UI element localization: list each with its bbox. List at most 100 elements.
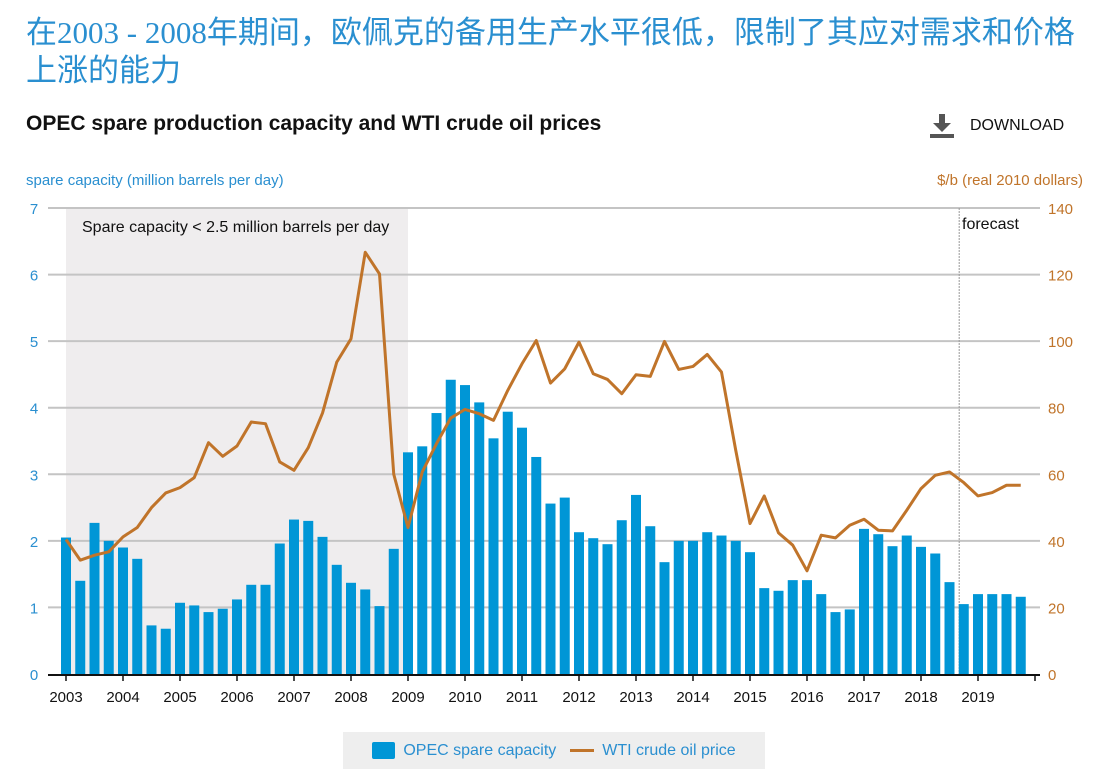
bar-spare-capacity [374, 606, 385, 674]
forecast-label: forecast [962, 216, 1019, 233]
bar-spare-capacity [118, 547, 128, 674]
x-tick-label: 2014 [676, 689, 709, 706]
bar-spare-capacity [331, 564, 342, 674]
x-tick-label: 2013 [619, 689, 652, 706]
bar-spare-capacity [958, 604, 969, 674]
bar-spare-capacity [445, 379, 456, 674]
bar-spare-capacity [616, 520, 627, 674]
bar-spare-capacity [759, 588, 770, 674]
bar-spare-capacity [930, 553, 941, 674]
bar-spare-capacity [160, 628, 171, 674]
right-tick-label: 120 [1048, 268, 1073, 285]
bar-spare-capacity [203, 612, 214, 674]
bar-spare-capacity [716, 535, 727, 674]
left-tick-label: 6 [30, 268, 38, 285]
bar-spare-capacity [189, 605, 200, 674]
bar-spare-capacity [1015, 596, 1026, 674]
bar-spare-capacity [916, 546, 926, 674]
bar-spare-capacity [559, 497, 570, 674]
bar-spare-capacity [132, 558, 143, 674]
bar-spare-capacity [217, 608, 228, 674]
x-tick-label: 2018 [904, 689, 937, 706]
bar-spare-capacity [61, 537, 71, 674]
right-tick-label: 80 [1048, 401, 1065, 418]
bar-spare-capacity [260, 584, 271, 674]
bar-spare-capacity [745, 552, 755, 674]
x-tick-label: 2010 [448, 689, 481, 706]
bar-spare-capacity [987, 594, 998, 674]
bar-spare-capacity [659, 562, 670, 674]
bar-spare-capacity [303, 520, 314, 674]
bar-spare-capacity [673, 540, 684, 674]
bar-spare-capacity [901, 535, 912, 674]
bar-spare-capacity [289, 519, 299, 674]
bar-spare-capacity [360, 589, 371, 674]
bar-spare-capacity [274, 543, 285, 674]
bar-spare-capacity [787, 580, 798, 674]
bar-spare-capacity [844, 609, 855, 674]
left-tick-label: 4 [30, 401, 38, 418]
x-tick-label: 2003 [49, 689, 82, 706]
bar-spare-capacity [688, 540, 698, 674]
left-tick-label: 1 [30, 600, 38, 617]
legend-swatch-line [570, 749, 595, 752]
chart-title: OPEC spare production capacity and WTI c… [26, 112, 602, 135]
bar-spare-capacity [431, 413, 442, 674]
bar-spare-capacity [887, 546, 898, 674]
headline: 在2003 - 2008年期间，欧佩克的备用生产水平很低，限制了其应对需求和价格… [26, 15, 1075, 88]
legend-swatch-bar [372, 742, 396, 759]
x-tick-label: 2011 [506, 689, 538, 706]
download-button[interactable]: DOWNLOAD [930, 114, 1064, 138]
bar-spare-capacity [460, 385, 470, 674]
bar-spare-capacity [859, 528, 869, 674]
bar-spare-capacity [944, 582, 955, 674]
x-tick-label: 2019 [961, 689, 994, 706]
wti-price-line [64, 250, 1021, 573]
x-tick-label: 2006 [220, 689, 253, 706]
bar-spare-capacity [588, 538, 599, 674]
bar-spare-capacity [802, 580, 812, 674]
bar-spare-capacity [574, 532, 584, 674]
x-tick-label: 2016 [790, 689, 823, 706]
legend: OPEC spare capacity WTI crude oil price [343, 732, 765, 769]
left-tick-label: 7 [30, 201, 38, 218]
bar-spare-capacity [1001, 594, 1012, 674]
right-tick-label: 100 [1048, 334, 1073, 351]
x-tick-label: 2004 [106, 689, 139, 706]
x-tick-label: 2015 [733, 689, 766, 706]
bar-spare-capacity [973, 594, 983, 674]
bar-spare-capacity [702, 532, 713, 674]
x-tick-label: 2008 [334, 689, 367, 706]
download-label: DOWNLOAD [970, 117, 1065, 134]
bar-spare-capacity [730, 540, 741, 674]
download-icon [930, 114, 954, 138]
x-tick-label: 2012 [562, 689, 595, 706]
bar-spare-capacity [816, 594, 827, 674]
bar-spare-capacity [103, 540, 114, 674]
bar-spare-capacity [246, 584, 257, 674]
bar-spare-capacity [531, 456, 542, 674]
right-tick-label: 0 [1048, 667, 1056, 684]
left-tick-label: 0 [30, 667, 38, 684]
bar-spare-capacity [474, 402, 485, 674]
bar-spare-capacity [232, 599, 242, 674]
legend-label-spare-capacity: OPEC spare capacity [403, 741, 557, 759]
bar-spare-capacity [631, 494, 641, 674]
bar-spare-capacity [317, 536, 328, 674]
bar-spare-capacity [75, 580, 86, 674]
right-tick-label: 20 [1048, 600, 1065, 617]
bar-spare-capacity [146, 625, 157, 674]
bar-spare-capacity [873, 534, 884, 674]
right-tick-label: 60 [1048, 467, 1065, 484]
bar-spare-capacity [175, 602, 185, 674]
x-tick-label: 2009 [391, 689, 424, 706]
left-tick-label: 3 [30, 467, 38, 484]
bar-spare-capacity [645, 526, 656, 674]
bar-spare-capacity [773, 590, 784, 674]
x-tick-label: 2005 [163, 689, 196, 706]
x-tick-label: 2007 [277, 689, 310, 706]
right-tick-label: 40 [1048, 534, 1065, 551]
right-tick-label: 140 [1048, 201, 1073, 218]
right-axis-label: $/b (real 2010 dollars) [937, 172, 1083, 189]
